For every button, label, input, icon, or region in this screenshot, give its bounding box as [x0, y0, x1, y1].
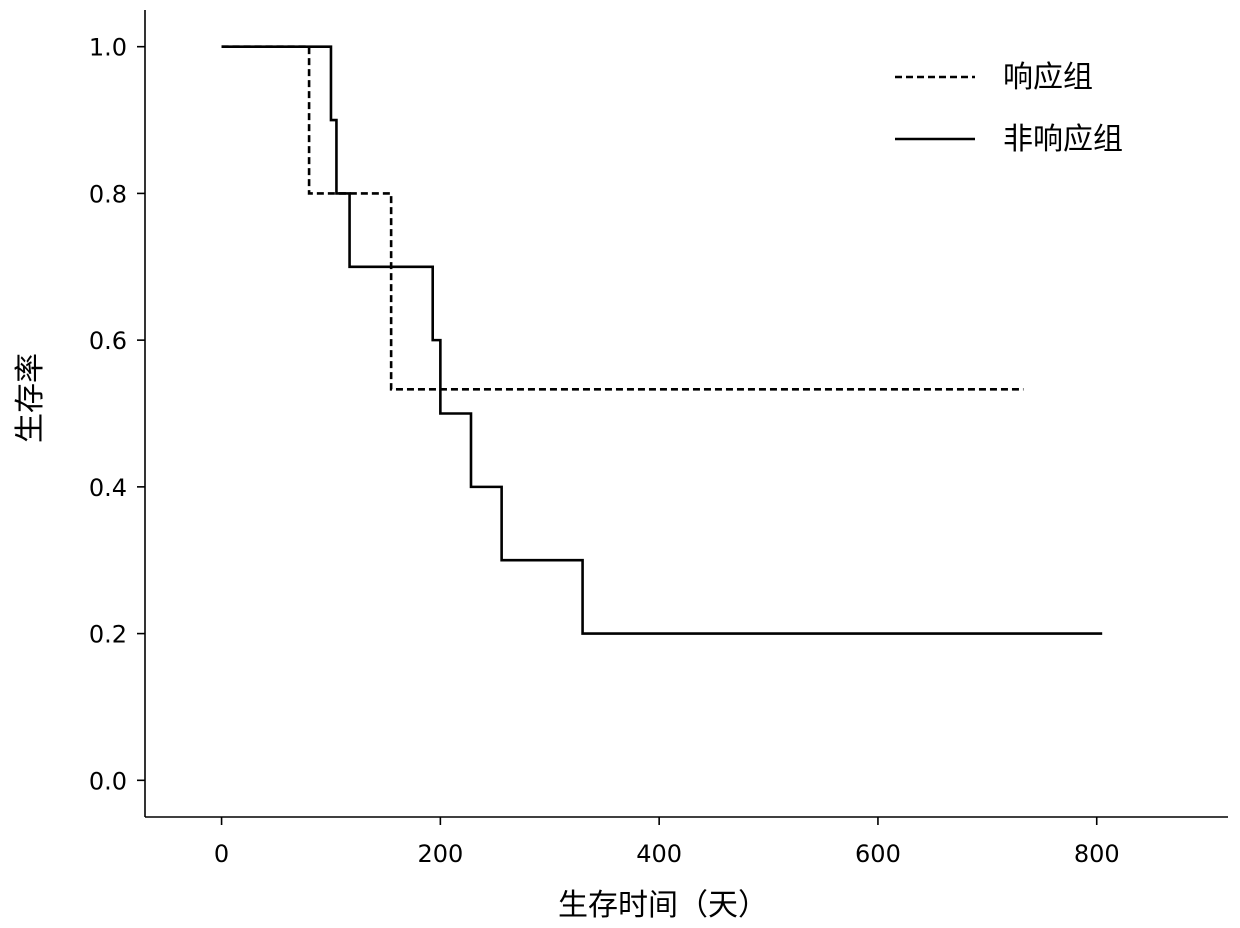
- x-axis-title: 生存时间（天）: [558, 888, 768, 923]
- series-line-responder: [221, 45, 1024, 391]
- x-tick-label: 200: [417, 840, 463, 868]
- y-ticks: 0.0 0.2 0.4 0.6 0.8 1.0: [89, 34, 145, 795]
- series-line-nonresponder: [221, 45, 1103, 635]
- y-axis-title: 生存率: [13, 353, 48, 443]
- axes: [144, 10, 1228, 818]
- x-ticks: 0 200 400 600 800: [214, 817, 1120, 868]
- x-tick-label: 400: [636, 840, 682, 868]
- legend: 响应组 非响应组: [895, 60, 1123, 157]
- y-tick-label: 1.0: [89, 34, 127, 62]
- x-tick-label: 0: [214, 840, 229, 868]
- legend-label-responder: 响应组: [1003, 60, 1093, 95]
- y-tick-label: 0.4: [89, 474, 127, 502]
- y-tick-label: 0.8: [89, 180, 127, 208]
- series-layer: [221, 45, 1103, 635]
- legend-label-nonresponder: 非响应组: [1003, 122, 1123, 157]
- y-tick-label: 0.6: [89, 327, 127, 355]
- y-tick-label: 0.0: [89, 767, 127, 795]
- x-tick-label: 800: [1074, 840, 1120, 868]
- y-tick-label: 0.2: [89, 621, 127, 649]
- x-tick-label: 600: [855, 840, 901, 868]
